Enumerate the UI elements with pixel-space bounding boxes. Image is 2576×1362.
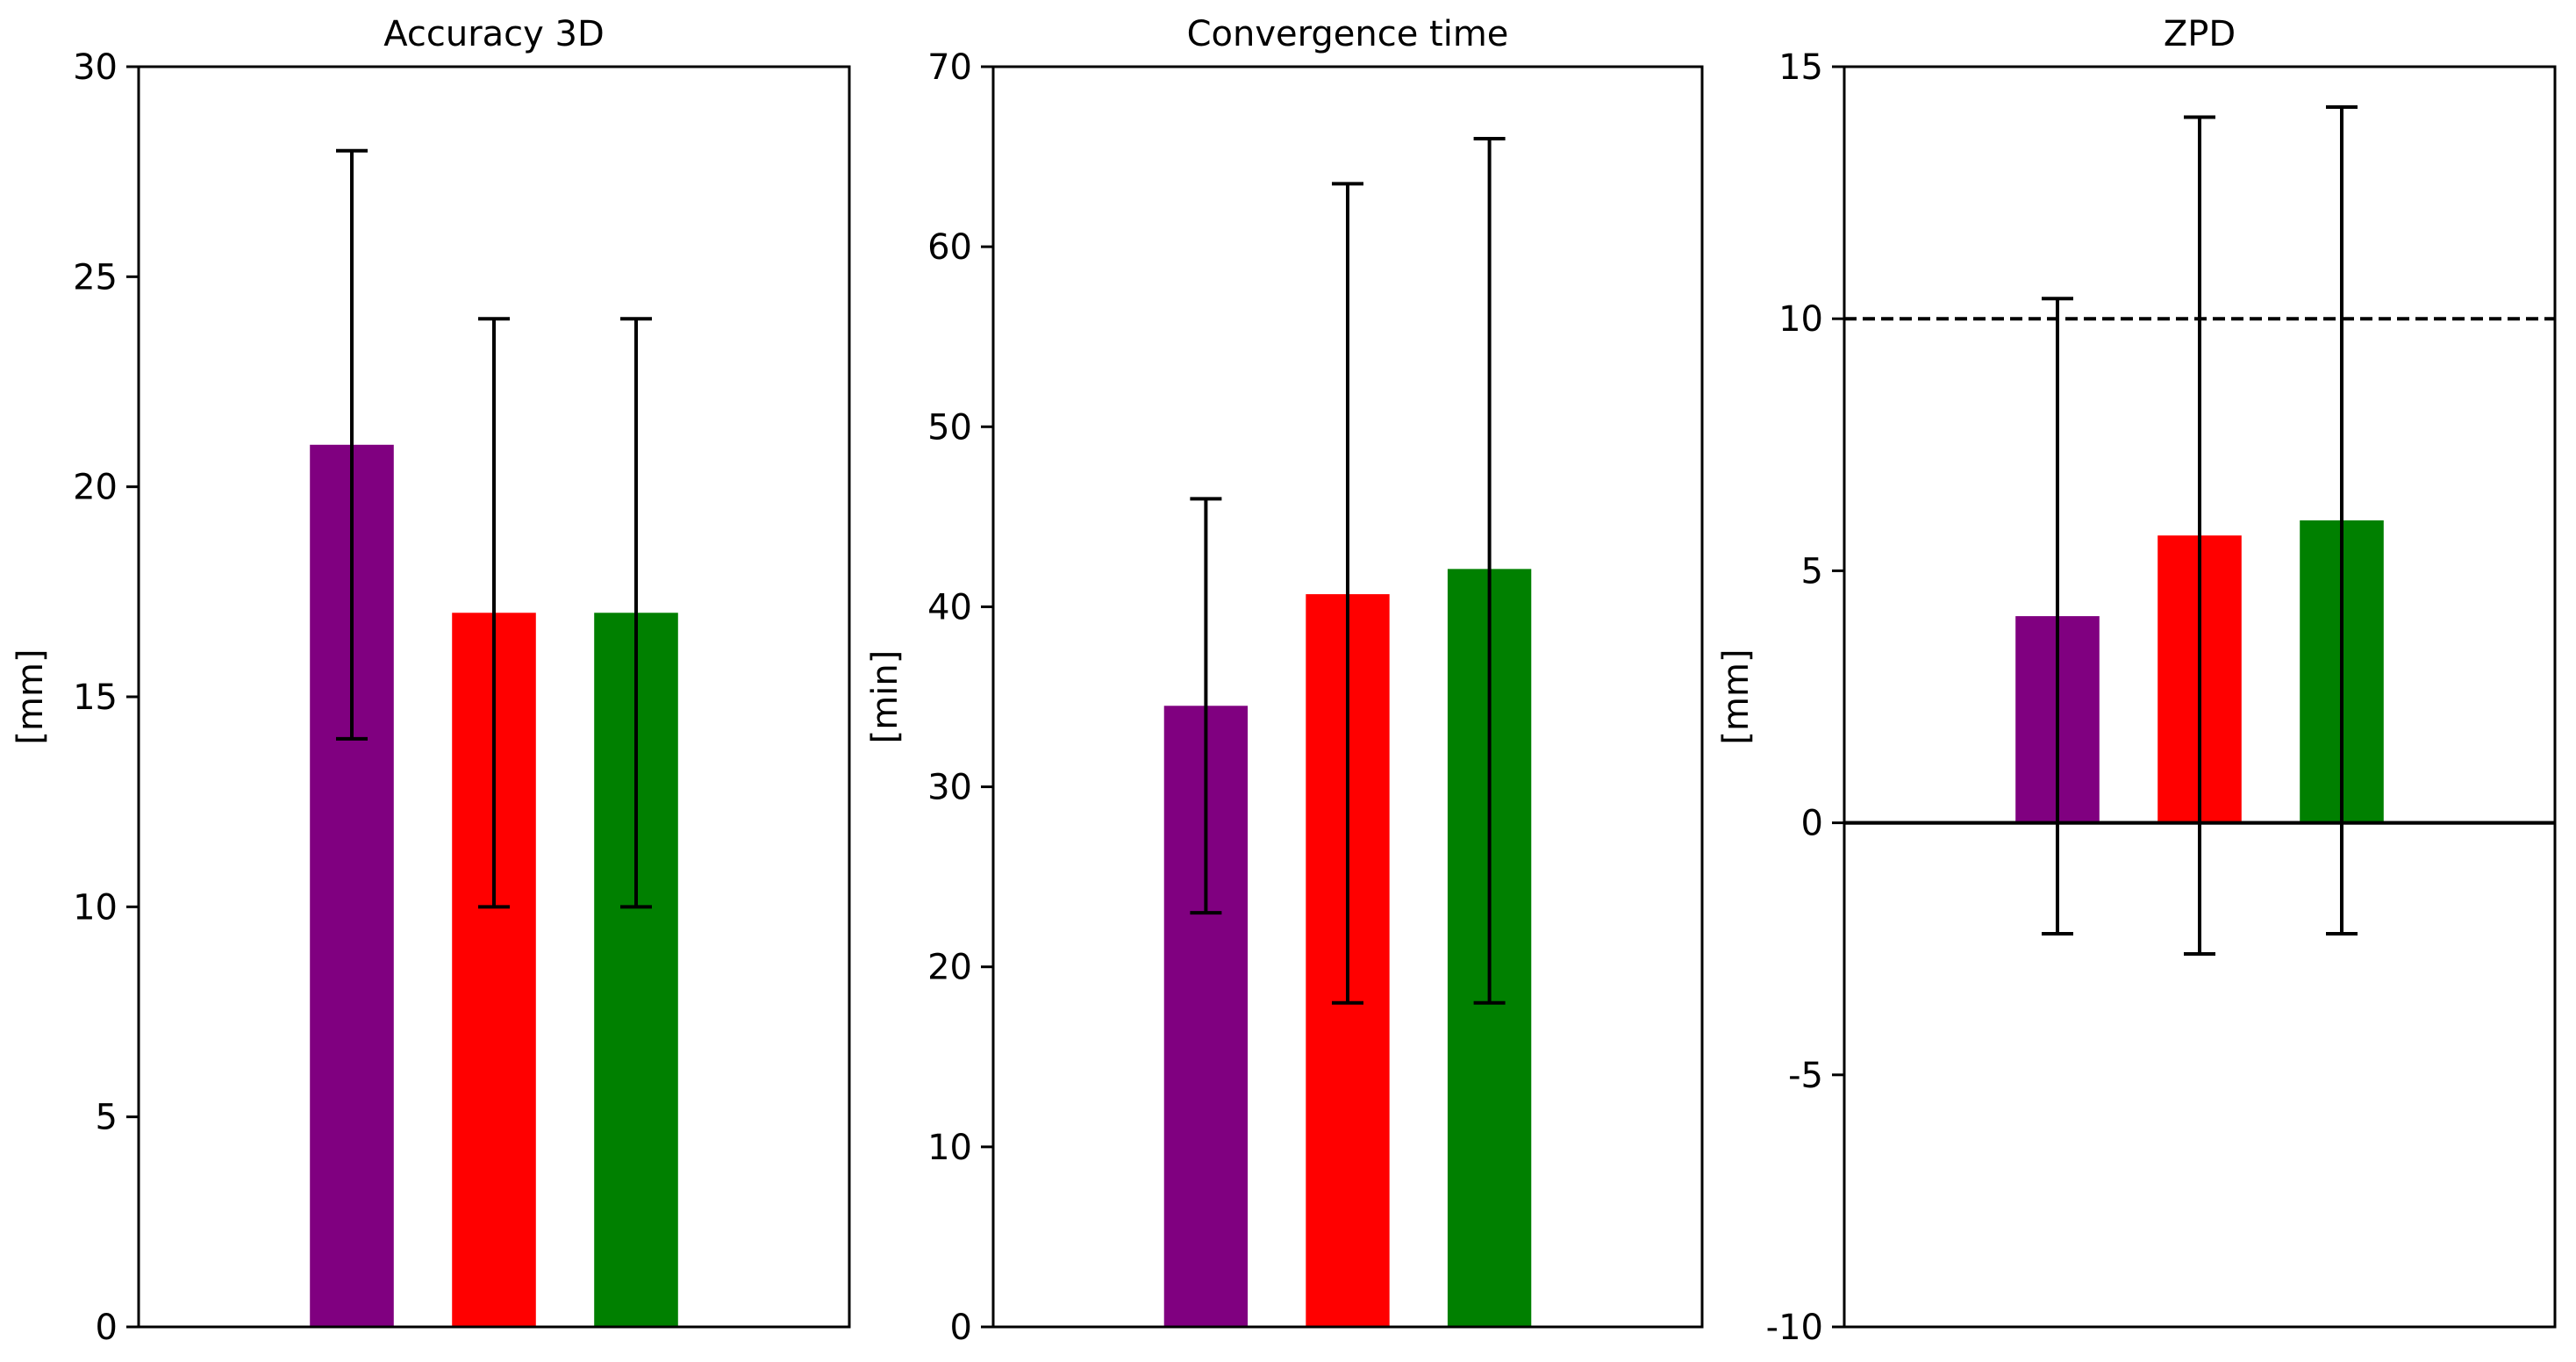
y-tick-label: 40 (927, 587, 972, 627)
y-tick-label: 20 (927, 948, 972, 988)
y-tick-label: 10 (927, 1128, 972, 1168)
y-tick-label: 10 (73, 887, 118, 928)
chart-panel-2: 0 10 20 30 40 50 60 70 Convergence time [min] (865, 14, 1704, 1348)
y-axis-label: [min] (865, 650, 905, 744)
chart-title: Convergence time (1187, 14, 1509, 54)
chart-title: Accuracy 3D (383, 14, 605, 54)
y-tick-label: 0 (1801, 804, 1823, 844)
chart-title: ZPD (2164, 14, 2236, 54)
y-tick-label: 20 (73, 468, 118, 508)
chart-panel-1: 0 5 10 15 20 25 30 Accuracy 3D [mm] (11, 14, 851, 1348)
y-tick-label: 15 (73, 677, 118, 718)
y-axis-label: [mm] (1716, 649, 1757, 744)
y-tick-label: 0 (950, 1308, 972, 1348)
y-tick-label: 5 (96, 1098, 118, 1138)
y-tick-label: 70 (927, 47, 972, 88)
y-axis-label: [mm] (11, 649, 51, 744)
y-tick-label: 15 (1778, 47, 1823, 88)
axes-frame (1843, 65, 2557, 1329)
y-tick-label: 10 (1778, 299, 1823, 340)
y-tick-label: 50 (927, 407, 972, 448)
y-tick-label: -5 (1788, 1056, 1823, 1096)
y-tick-label: 30 (927, 768, 972, 808)
y-tick-label: -10 (1766, 1308, 1823, 1348)
y-tick-label: 25 (73, 257, 118, 297)
y-tick-label: 0 (96, 1308, 118, 1348)
axes-frame (991, 65, 1704, 1329)
y-tick-label: 5 (1801, 551, 1823, 591)
y-tick-label: 30 (73, 47, 118, 88)
y-tick-label: 60 (927, 227, 972, 268)
chart-panel-3: -10 -5 0 5 10 15 ZPD [mm] (1716, 14, 2557, 1348)
